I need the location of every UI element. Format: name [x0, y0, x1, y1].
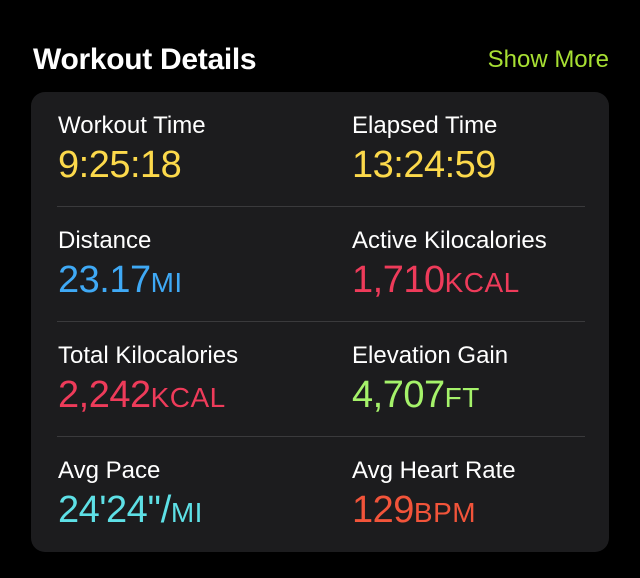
metric-value: 24'24''/MI: [58, 487, 203, 536]
metric-unit: KCAL: [444, 267, 520, 298]
metric-unit: FT: [444, 382, 480, 413]
metric-label: Distance: [58, 227, 152, 254]
metric-number: 13:24:59: [352, 144, 496, 186]
metrics-row: Total Kilocalories 2,242KCAL Elevation G…: [31, 322, 609, 437]
metric-value: 1,710KCAL: [352, 257, 520, 306]
section-header: Workout Details Show More: [33, 38, 609, 82]
metric-label: Active Kilocalories: [352, 227, 547, 254]
metric-label: Elapsed Time: [352, 112, 498, 139]
section-title: Workout Details: [33, 43, 257, 76]
metric-value: 4,707FT: [352, 372, 480, 421]
metric-unit: BPM: [413, 497, 477, 528]
workout-details-card: Workout Time 9:25:18 Elapsed Time 13:24:…: [31, 92, 609, 552]
metric-number: 23.17: [58, 259, 151, 301]
metric-number: 9:25:18: [58, 144, 182, 186]
metric-label: Workout Time: [58, 112, 206, 139]
metric-number: 129: [352, 489, 414, 531]
row-divider: [57, 206, 585, 207]
row-divider: [57, 436, 585, 437]
metric-value: 13:24:59: [352, 142, 496, 191]
metric-label: Avg Pace: [58, 457, 161, 484]
metric-label: Avg Heart Rate: [352, 457, 516, 484]
metric-label: Elevation Gain: [352, 342, 509, 369]
metric-unit: MI: [170, 497, 203, 528]
metric-number: 1,710: [352, 259, 445, 301]
metric-unit: KCAL: [150, 382, 226, 413]
metric-label: Total Kilocalories: [58, 342, 239, 369]
metric-value: 23.17MI: [58, 257, 183, 306]
metric-number: 4,707: [352, 374, 445, 416]
metric-value: 2,242KCAL: [58, 372, 226, 421]
show-more-button[interactable]: Show More: [487, 46, 609, 73]
metric-number: 2,242: [58, 374, 151, 416]
row-divider: [57, 321, 585, 322]
metric-value: 9:25:18: [58, 142, 182, 191]
metrics-row: Distance 23.17MI Active Kilocalories 1,7…: [31, 207, 609, 322]
metrics-row: Avg Pace 24'24''/MI Avg Heart Rate 129BP…: [31, 437, 609, 552]
metric-value: 129BPM: [352, 487, 476, 536]
metric-number: 24'24''/: [58, 489, 171, 531]
metrics-row: Workout Time 9:25:18 Elapsed Time 13:24:…: [31, 92, 609, 207]
metric-unit: MI: [150, 267, 183, 298]
